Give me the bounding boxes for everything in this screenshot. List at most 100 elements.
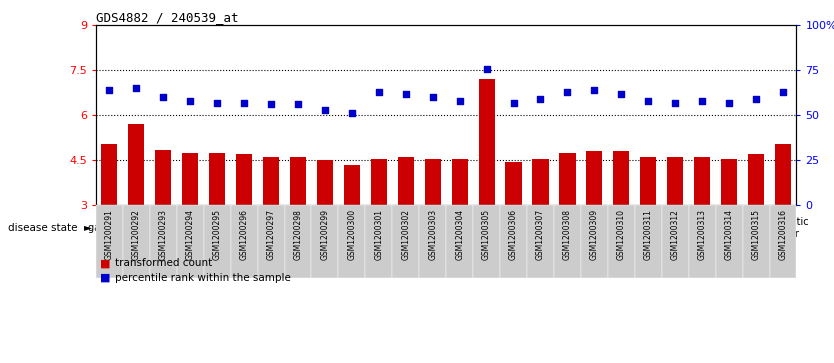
Bar xyxy=(613,151,630,205)
Point xyxy=(560,89,574,95)
Point xyxy=(183,98,197,104)
Point xyxy=(722,100,736,106)
Point xyxy=(696,98,709,104)
Text: GSM1200298: GSM1200298 xyxy=(294,209,303,260)
Text: GSM1200297: GSM1200297 xyxy=(267,209,275,260)
Bar xyxy=(101,144,118,205)
Bar xyxy=(775,144,791,205)
Point xyxy=(453,98,466,104)
Text: GSM1200302: GSM1200302 xyxy=(401,209,410,260)
Text: GSM1200308: GSM1200308 xyxy=(563,209,572,260)
Text: GSM1200309: GSM1200309 xyxy=(590,209,599,260)
FancyBboxPatch shape xyxy=(177,205,203,278)
Bar xyxy=(155,150,171,205)
FancyBboxPatch shape xyxy=(311,205,339,278)
FancyBboxPatch shape xyxy=(500,205,527,278)
Text: GSM1200303: GSM1200303 xyxy=(428,209,437,260)
Text: GSM1200310: GSM1200310 xyxy=(617,209,626,260)
Bar xyxy=(344,165,360,205)
Text: GSM1200304: GSM1200304 xyxy=(455,209,465,260)
Text: ■: ■ xyxy=(100,258,111,268)
Text: GSM1200314: GSM1200314 xyxy=(725,209,734,260)
FancyBboxPatch shape xyxy=(527,205,554,278)
Point xyxy=(103,87,116,93)
FancyBboxPatch shape xyxy=(96,205,123,278)
Text: GSM1200300: GSM1200300 xyxy=(348,209,356,260)
Bar xyxy=(128,124,144,205)
Text: GSM1200312: GSM1200312 xyxy=(671,209,680,260)
Text: GSM1200311: GSM1200311 xyxy=(644,209,653,260)
Point xyxy=(210,100,224,106)
Text: GSM1200296: GSM1200296 xyxy=(239,209,249,260)
Text: pancreatic
cancer: pancreatic cancer xyxy=(757,217,809,238)
Bar xyxy=(560,153,575,205)
Bar xyxy=(641,156,656,205)
Bar xyxy=(182,153,198,205)
Point xyxy=(238,100,251,106)
Bar xyxy=(532,159,549,205)
FancyBboxPatch shape xyxy=(770,207,796,249)
Bar xyxy=(236,154,252,205)
FancyBboxPatch shape xyxy=(150,205,177,278)
Text: transformed count: transformed count xyxy=(115,258,213,268)
FancyBboxPatch shape xyxy=(608,205,635,278)
FancyBboxPatch shape xyxy=(420,205,446,278)
Bar xyxy=(290,157,306,205)
Point xyxy=(750,96,763,102)
FancyBboxPatch shape xyxy=(661,205,689,278)
Point xyxy=(264,102,278,107)
FancyBboxPatch shape xyxy=(689,205,716,278)
FancyBboxPatch shape xyxy=(258,205,284,278)
Text: ■: ■ xyxy=(100,273,111,283)
FancyBboxPatch shape xyxy=(339,205,365,278)
Bar xyxy=(586,151,602,205)
Bar xyxy=(748,154,764,205)
FancyBboxPatch shape xyxy=(716,205,742,278)
Bar xyxy=(263,156,279,205)
FancyBboxPatch shape xyxy=(392,205,420,278)
Bar xyxy=(479,79,495,205)
Point xyxy=(776,89,790,95)
FancyBboxPatch shape xyxy=(123,205,150,278)
FancyBboxPatch shape xyxy=(365,205,392,278)
Point xyxy=(399,91,413,97)
Text: normal: normal xyxy=(604,223,639,233)
Text: disease state  ►: disease state ► xyxy=(8,223,92,233)
FancyBboxPatch shape xyxy=(581,205,608,278)
Point xyxy=(641,98,655,104)
Point xyxy=(534,96,547,102)
Bar xyxy=(398,157,414,205)
Text: GSM1200315: GSM1200315 xyxy=(751,209,761,260)
FancyBboxPatch shape xyxy=(635,205,661,278)
Text: gastric cancer: gastric cancer xyxy=(88,223,158,233)
Text: percentile rank within the sample: percentile rank within the sample xyxy=(115,273,291,283)
Point xyxy=(157,94,170,100)
Point xyxy=(345,111,359,117)
FancyBboxPatch shape xyxy=(473,205,500,278)
Point xyxy=(372,89,385,95)
Bar xyxy=(451,159,468,205)
FancyBboxPatch shape xyxy=(284,205,311,278)
Text: GSM1200293: GSM1200293 xyxy=(158,209,168,260)
Point xyxy=(291,102,304,107)
Text: GSM1200301: GSM1200301 xyxy=(374,209,384,260)
FancyBboxPatch shape xyxy=(554,205,581,278)
FancyBboxPatch shape xyxy=(96,207,150,249)
FancyBboxPatch shape xyxy=(446,205,473,278)
Point xyxy=(480,66,493,72)
Text: GSM1200291: GSM1200291 xyxy=(105,209,114,260)
Point xyxy=(615,91,628,97)
Point xyxy=(588,87,601,93)
Text: GSM1200299: GSM1200299 xyxy=(320,209,329,260)
Text: GSM1200306: GSM1200306 xyxy=(509,209,518,260)
FancyBboxPatch shape xyxy=(203,205,231,278)
Bar xyxy=(667,157,683,205)
Bar xyxy=(317,160,333,205)
Point xyxy=(319,107,332,113)
Bar xyxy=(371,159,387,205)
FancyBboxPatch shape xyxy=(473,207,770,249)
Text: GSM1200295: GSM1200295 xyxy=(213,209,222,260)
Bar xyxy=(694,157,711,205)
Text: GSM1200292: GSM1200292 xyxy=(132,209,141,260)
Bar xyxy=(425,159,441,205)
